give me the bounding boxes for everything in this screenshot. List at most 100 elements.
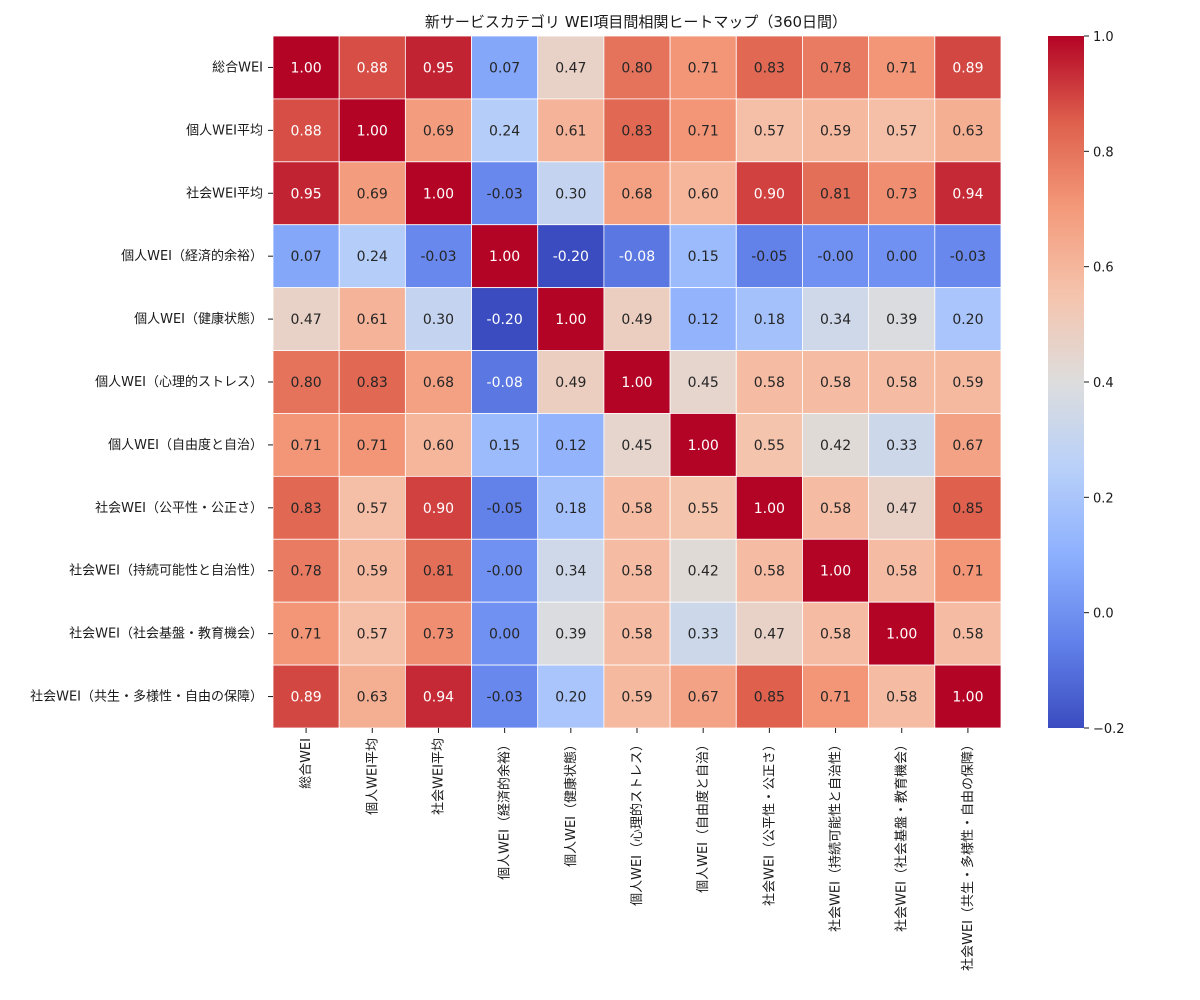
- cell-value-label: 0.59: [952, 375, 983, 391]
- heatmap-cell: [934, 601, 1002, 666]
- cell-value-label: 1.00: [820, 564, 851, 580]
- heatmap-cell: [537, 161, 605, 226]
- cell-value-label: 0.12: [688, 312, 719, 328]
- heatmap-cells: 1.00 0.88 0.95 0.07 0.47 0.80 0.71 0.83 0.78 0.71…: [272, 35, 1002, 729]
- cell-value-label: 0.15: [688, 249, 719, 265]
- cell-value-label: 0.67: [688, 690, 719, 706]
- cell-value-label: -0.05: [487, 501, 523, 517]
- cell-value-label: 0.15: [489, 438, 520, 454]
- cell-value-label: 1.00: [291, 60, 322, 76]
- cell-value-label: 0.34: [820, 312, 851, 328]
- cell-value-label: -0.03: [487, 186, 523, 202]
- heatmap-cell: [338, 475, 406, 540]
- cell-value-label: 0.94: [423, 690, 454, 706]
- heatmap-cell: [802, 350, 870, 414]
- heatmap-cell: [934, 224, 1002, 289]
- colorbar: [1048, 36, 1084, 728]
- cell-value-label: 0.95: [423, 60, 454, 76]
- cell-value-label: 0.24: [357, 249, 388, 265]
- x-axis-label: 社会WEI平均: [430, 738, 446, 815]
- heatmap-cell: [802, 601, 870, 666]
- cell-value-label: 0.30: [555, 186, 586, 202]
- cell-value-label: 0.58: [754, 375, 785, 391]
- heatmap-cell: [802, 287, 870, 351]
- cell-value-label: 0.71: [886, 60, 917, 76]
- heatmap-cell: [338, 413, 406, 477]
- cell-value-label: 0.33: [886, 438, 917, 454]
- cell-value-label: -0.00: [487, 564, 523, 580]
- heatmap-cell: [272, 475, 340, 540]
- cell-value-label: 0.30: [423, 312, 454, 328]
- heatmap-cell: [868, 413, 936, 477]
- heatmap-cell: [934, 98, 1002, 163]
- heatmap-cell: [471, 475, 539, 540]
- heatmap-cell: [537, 35, 605, 100]
- cell-value-label: 0.12: [555, 438, 586, 454]
- heatmap-cell: [934, 350, 1002, 414]
- heatmap-cell: [404, 161, 472, 226]
- cell-value-label: 0.81: [820, 186, 851, 202]
- cell-value-label: -0.08: [619, 249, 655, 265]
- cell-value-label: 0.71: [688, 60, 719, 76]
- heatmap-cell: [404, 35, 472, 100]
- heatmap-cell: [404, 98, 472, 163]
- cell-value-label: 0.39: [886, 312, 917, 328]
- cell-value-label: -0.20: [553, 249, 589, 265]
- heatmap-cell: [537, 601, 605, 666]
- heatmap-cell: [537, 287, 605, 351]
- cell-value-label: -0.03: [420, 249, 456, 265]
- cell-value-label: 0.57: [357, 501, 388, 517]
- cell-value-label: 1.00: [886, 627, 917, 643]
- heatmap-cell: [868, 664, 936, 729]
- heatmap-cell: [669, 224, 737, 289]
- cell-value-label: 0.18: [754, 312, 785, 328]
- heatmap-cell: [471, 601, 539, 666]
- cell-value-label: 0.83: [754, 60, 785, 76]
- heatmap-cell: [603, 224, 671, 289]
- cell-value-label: 0.71: [291, 627, 322, 643]
- heatmap-cell: [537, 664, 605, 729]
- colorbar-tick-label: 0.6: [1093, 261, 1114, 276]
- cell-value-label: 0.34: [555, 564, 586, 580]
- cell-value-label: 0.60: [423, 438, 454, 454]
- heatmap-cell: [404, 287, 472, 351]
- cell-value-label: 0.49: [621, 312, 652, 328]
- cell-value-label: 0.89: [291, 690, 322, 706]
- heatmap-cell: [603, 35, 671, 100]
- heatmap-cell: [537, 98, 605, 163]
- cell-value-label: 0.71: [820, 690, 851, 706]
- cell-value-label: 0.61: [555, 123, 586, 139]
- cell-value-label: 0.18: [555, 501, 586, 517]
- cell-value-label: 0.58: [886, 690, 917, 706]
- cell-value-label: 0.57: [754, 123, 785, 139]
- heatmap-cell: [735, 538, 803, 603]
- cell-value-label: 0.63: [357, 690, 388, 706]
- cell-value-label: 0.59: [621, 690, 652, 706]
- x-axis-label: 個人WEI（健康状態）: [563, 738, 579, 867]
- cell-value-label: 1.00: [357, 123, 388, 139]
- heatmap-cell: [868, 98, 936, 163]
- x-axis-label: 個人WEI（心理的ストレス）: [629, 738, 645, 906]
- cell-value-label: 0.83: [291, 501, 322, 517]
- cell-value-label: -0.03: [950, 249, 986, 265]
- heatmap-cell: [802, 224, 870, 289]
- heatmap-cell: [272, 350, 340, 414]
- cell-value-label: 0.58: [621, 501, 652, 517]
- heatmap-cell: [735, 601, 803, 666]
- x-axis-label: 総合WEI: [299, 738, 314, 789]
- heatmap-cell: [471, 287, 539, 351]
- cell-value-label: 0.58: [621, 564, 652, 580]
- heatmap-cell: [537, 475, 605, 540]
- cell-value-label: -0.03: [487, 690, 523, 706]
- cell-value-label: -0.05: [751, 249, 787, 265]
- cell-value-label: 0.73: [886, 186, 917, 202]
- x-axis-label: 個人WEI（経済的余裕）: [497, 738, 513, 880]
- colorbar-tick-label: 0.0: [1093, 607, 1114, 622]
- cell-value-label: 0.80: [291, 375, 322, 391]
- cell-value-label: -0.08: [487, 375, 523, 391]
- heatmap-cell: [802, 413, 870, 477]
- cell-value-label: 0.71: [357, 438, 388, 454]
- cell-value-label: 0.61: [357, 312, 388, 328]
- heatmap-cell: [338, 287, 406, 351]
